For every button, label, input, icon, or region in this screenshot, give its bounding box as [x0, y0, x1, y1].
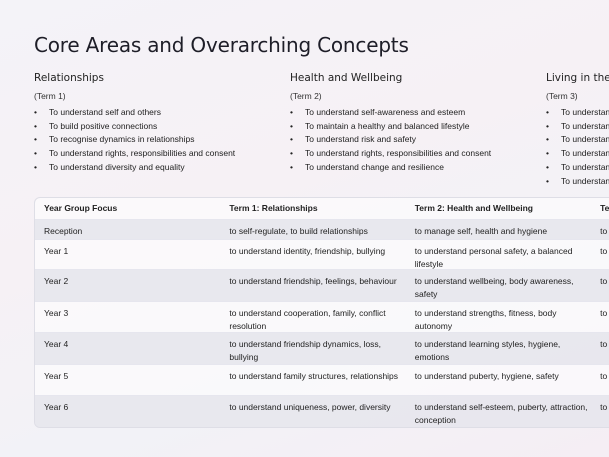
- table-cell: to or: [600, 371, 609, 381]
- table-cell: Year 1: [44, 246, 69, 256]
- table-cell: to understand family structures, relatio…: [229, 371, 399, 381]
- table-cell: Year 2: [44, 276, 69, 286]
- bullet-item: To maintain a healthy and balanced lifes…: [290, 120, 560, 134]
- bullet-item: To understan: [546, 133, 609, 147]
- area-heading: Health and Wellbeing: [290, 72, 403, 84]
- column-header: Term 1: Relationships: [229, 203, 318, 214]
- table-cell: Year 4: [44, 339, 69, 349]
- area-bullets: To understand self and othersTo build po…: [34, 106, 304, 175]
- area-term: (Term 1): [34, 91, 66, 101]
- table-cell: to: [600, 226, 608, 236]
- table-cell: to di: [600, 276, 609, 286]
- bullet-item: To understan: [546, 175, 609, 189]
- area-bullets: To understanTo understanTo understanTo u…: [546, 106, 609, 188]
- table-row: Year 2 to understand friendship, feelings…: [35, 269, 609, 301]
- page-title: Core Areas and Overarching Concepts: [34, 33, 409, 57]
- area-heading: Living in the W: [546, 72, 609, 84]
- table-cell: to understand wellbeing, body awareness,…: [414, 276, 574, 299]
- column-header: Term 2: Health and Wellbeing: [414, 203, 533, 214]
- column-header: Year Group Focus: [44, 203, 118, 214]
- table-cell: Reception: [44, 226, 83, 236]
- bullet-item: To understand risk and safety: [290, 133, 560, 147]
- bullet-item: To build positive connections: [34, 120, 304, 134]
- bullet-item: To understand self-awareness and esteem: [290, 106, 560, 120]
- table-row: Year 6 to understand uniqueness, power, d…: [35, 395, 609, 427]
- table-row: Year 4 to understand friendship dynamics,…: [35, 332, 609, 364]
- bullet-item: To understand self and others: [34, 106, 304, 120]
- bullet-item: To understand rights, responsibilities a…: [290, 147, 560, 161]
- table-cell: to understand learning styles, hygiene, …: [414, 339, 561, 362]
- table-cell: to understand identity, friendship, bull…: [229, 246, 386, 256]
- table-cell: Year 6: [44, 402, 69, 412]
- table-cell: to ch: [600, 246, 609, 256]
- bullet-item: To understand change and resilience: [290, 161, 560, 175]
- core-area-2: Health and Wellbeing (Term 2) To understa…: [290, 72, 560, 175]
- bullet-item: To understan: [546, 120, 609, 134]
- area-heading: Relationships: [34, 72, 104, 84]
- bullet-item: To understan: [546, 106, 609, 120]
- table-cell: to understand friendship dynamics, loss,…: [229, 339, 382, 362]
- table-cell: to understand friendship, feelings, beha…: [229, 276, 397, 286]
- table-row: Year 1 to understand identity, friendship…: [35, 239, 609, 269]
- table-cell: to di: [600, 308, 609, 318]
- bullet-item: To recognise dynamics in relationships: [34, 133, 304, 147]
- table-header: Year Group Focus Term 1: Relationships Ter…: [35, 198, 609, 219]
- area-term: (Term 2): [290, 91, 322, 101]
- table-cell: Year 5: [44, 371, 69, 381]
- table-cell: to understand puberty, hygiene, safety: [414, 371, 559, 381]
- column-header: Te: [600, 203, 609, 214]
- area-bullets: To understand self-awareness and esteemT…: [290, 106, 560, 175]
- bullet-item: To understand diversity and equality: [34, 161, 304, 175]
- table-cell: Year 3: [44, 308, 69, 318]
- table-cell: to understand uniqueness, power, diversi…: [229, 402, 391, 412]
- core-area-1: Relationships (Term 1) To understand self…: [34, 72, 304, 175]
- bullet-item: To understand rights, responsibilities a…: [34, 147, 304, 161]
- bullet-item: To understan: [546, 161, 609, 175]
- table-row: Year 5 to understand family structures, r…: [35, 364, 609, 395]
- table-cell: to understand cooperation, family, confl…: [229, 308, 386, 331]
- table-cell: to manage self, health and hygiene: [414, 226, 548, 236]
- table-cell: to di: [600, 402, 609, 412]
- core-area-3: Living in the W (Term 3)To understanTo u…: [546, 72, 609, 188]
- table-cell: to understand strengths, fitness, body a…: [414, 308, 557, 331]
- table-row: Reception to self-regulate, to build rela…: [35, 219, 609, 239]
- table-cell: to self-regulate, to build relationships: [229, 226, 368, 236]
- area-term: (Term 3): [546, 91, 578, 101]
- year-group-table: Year Group Focus Term 1: Relationships Ter…: [34, 197, 609, 428]
- table-cell: to understand self-esteem, puberty, attr…: [414, 402, 588, 425]
- bullet-item: To understan: [546, 147, 609, 161]
- table-cell: to understand personal safety, a balance…: [414, 246, 573, 269]
- table-row: Year 3 to understand cooperation, family,…: [35, 301, 609, 332]
- table-cell: to: [600, 339, 608, 349]
